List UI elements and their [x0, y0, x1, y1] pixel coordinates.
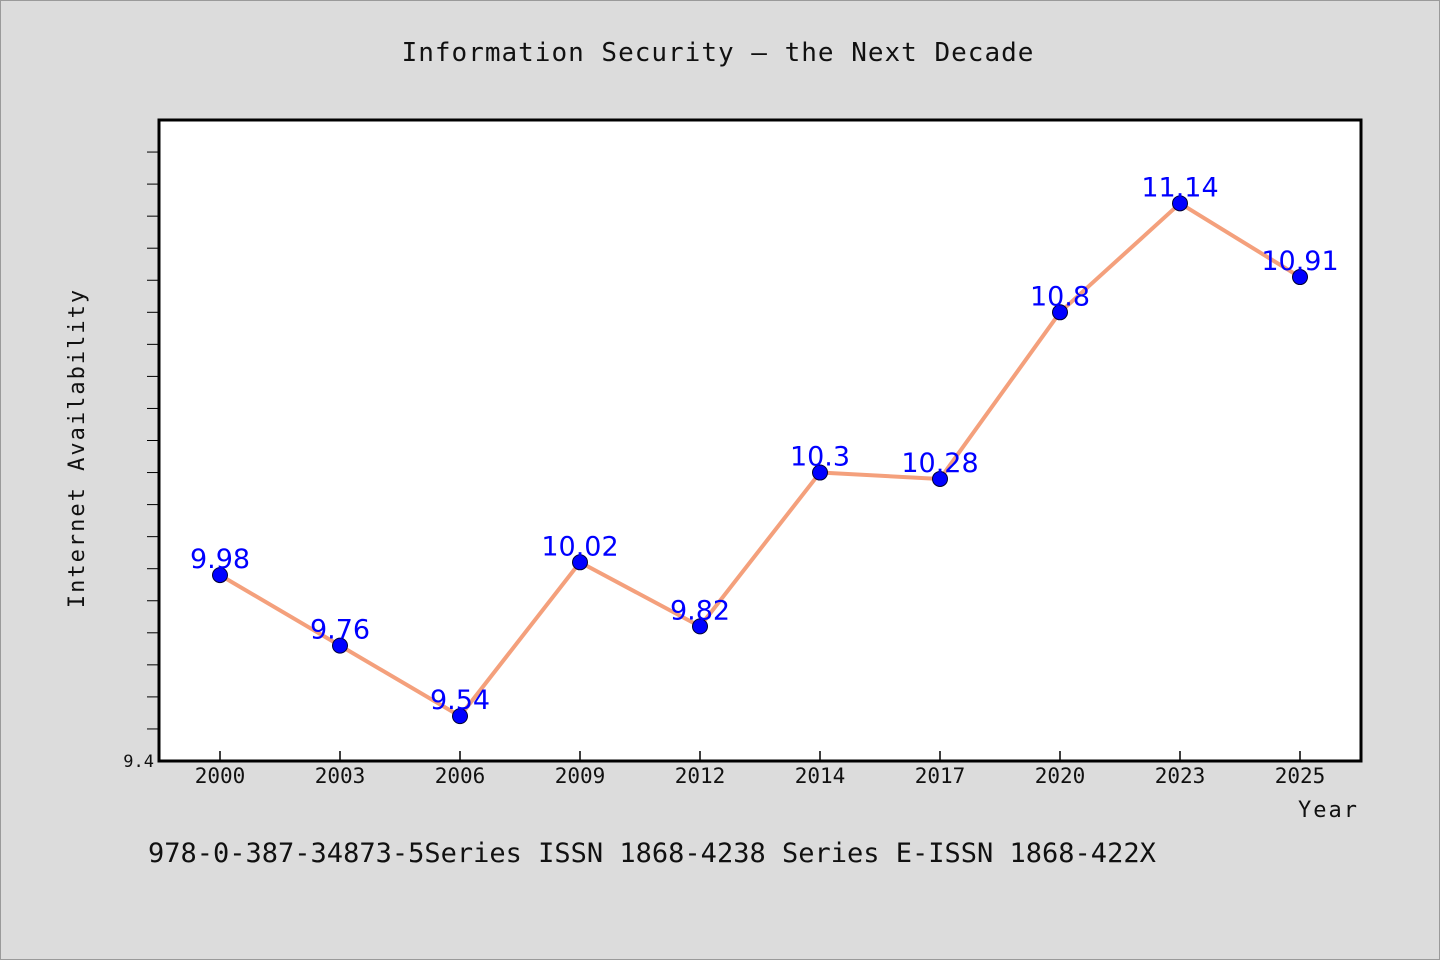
series-layer: 9.98 9.76 9.54 10.02 9.82 10.3 10.28 10.8 11.14 1…	[190, 172, 1339, 725]
data-point-2003	[332, 637, 348, 654]
plot-area	[157, 118, 1363, 763]
data-label-2006: 9.54	[430, 685, 490, 716]
data-point-2006	[452, 708, 468, 725]
footer-identifiers: 978-0-387-34873-5Series ISSN 1868-4238 S…	[148, 838, 1156, 869]
x-tick-label-2017: 2017	[915, 764, 966, 788]
data-label-2025: 10.91	[1261, 246, 1338, 277]
data-point-2000	[212, 567, 228, 584]
x-tick-label-2006: 2006	[435, 764, 486, 788]
x-tick-label-2000: 2000	[195, 764, 246, 788]
data-label-2023: 11.14	[1141, 172, 1218, 203]
data-label-2020: 10.8	[1030, 281, 1090, 312]
data-label-2017: 10.28	[901, 448, 978, 479]
data-point-2025	[1292, 269, 1308, 286]
y-axis-ticks: 9.4	[123, 151, 159, 772]
x-axis-title: Year	[1298, 798, 1359, 823]
data-label-2009: 10.02	[541, 531, 618, 562]
data-point-2012	[692, 618, 708, 635]
data-point-2014	[812, 464, 828, 481]
data-point-2009	[572, 554, 588, 571]
chart-title: Information Security – the Next Decade	[402, 38, 1035, 68]
x-tick-label-2014: 2014	[795, 764, 846, 788]
data-label-2000: 9.98	[190, 544, 250, 575]
x-tick-label-2025: 2025	[1275, 764, 1326, 788]
y-axis-title: Internet Availability	[65, 288, 90, 608]
series-line	[218, 201, 1302, 719]
x-tick-label-2023: 2023	[1155, 764, 1206, 788]
x-axis-ticks: 2000 2003 2006 2009 2012 2014 2017 2020 2023 2025	[195, 751, 1326, 788]
x-tick-label-2009: 2009	[555, 764, 606, 788]
data-label-2003: 9.76	[310, 615, 370, 646]
x-tick-label-2020: 2020	[1035, 764, 1086, 788]
x-tick-label-2012: 2012	[675, 764, 726, 788]
data-label-2014: 10.3	[790, 442, 850, 473]
data-label-2012: 9.82	[670, 595, 730, 626]
data-point-2017	[932, 470, 948, 487]
data-point-2020	[1052, 304, 1068, 321]
y-tick-label: 9.4	[123, 752, 154, 772]
data-point-2023	[1172, 195, 1188, 212]
x-tick-label-2003: 2003	[315, 764, 366, 788]
